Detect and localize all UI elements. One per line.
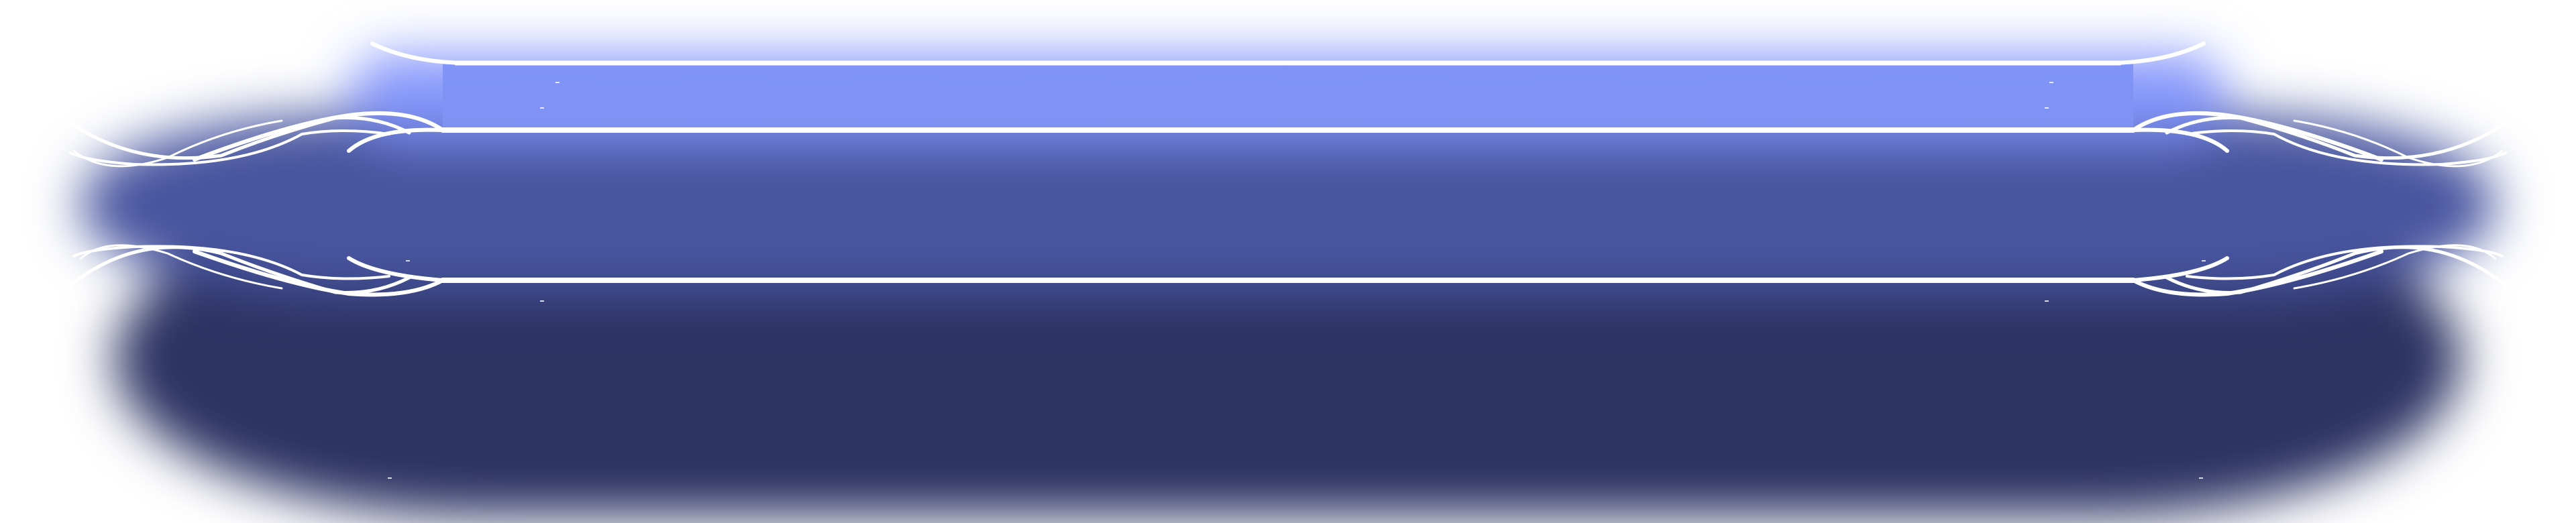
banner-top-strip: [443, 62, 2133, 129]
top-left-curl-icon: [370, 42, 465, 65]
right-lower-flourish-icon: [2131, 244, 2511, 297]
banner-middle-band: [80, 114, 2496, 295]
left-upper-flourish-icon: [65, 111, 445, 168]
sparkle-specks-icon: [388, 82, 2206, 479]
left-lower-flourish-icon: [65, 244, 445, 297]
top-right-curl-icon: [2111, 42, 2206, 65]
right-upper-flourish-icon: [2131, 111, 2511, 168]
